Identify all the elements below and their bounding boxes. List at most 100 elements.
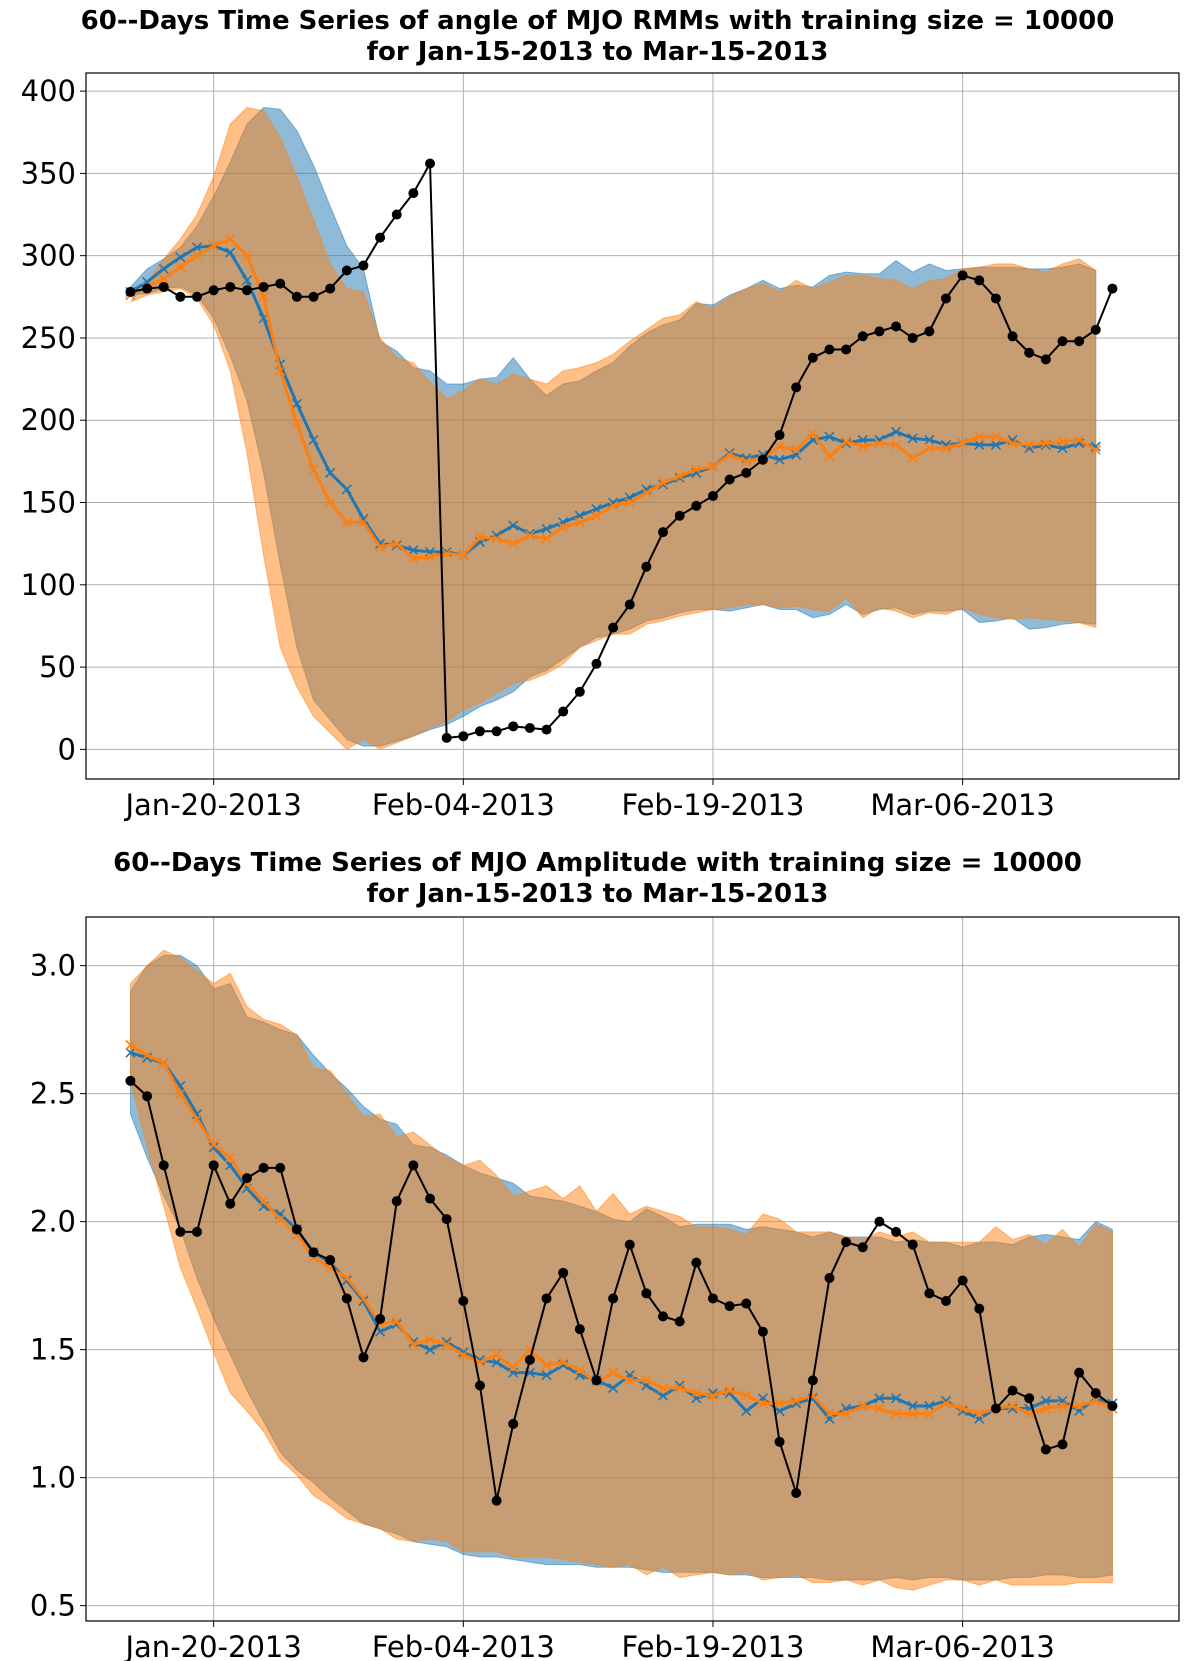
angle-chart-y-tick-label: 300 (21, 239, 76, 273)
angle-chart-point-series-2 (824, 451, 835, 462)
angle-chart-point-series-2 (225, 234, 236, 245)
amplitude-chart-point-series-2 (608, 1367, 619, 1378)
amplitude-chart-point-series-1 (657, 1390, 669, 1401)
angle-chart-point-series-3 (724, 474, 735, 485)
amplitude-chart-point-series-2 (541, 1359, 552, 1371)
angle-chart-point-series-3 (1040, 354, 1051, 365)
amplitude-chart-point-series-3 (658, 1311, 669, 1322)
angle-chart-point-series-1 (508, 520, 519, 531)
bottom-chart-title-line2: for Jan-15-2013 to Mar-15-2013 (366, 879, 829, 909)
angle-chart-point-series-3 (957, 270, 968, 281)
angle-chart-point-series-3 (192, 291, 203, 302)
angle-chart-point-series-2 (441, 548, 452, 559)
amplitude-chart-point-series-3 (175, 1226, 186, 1237)
angle-chart-x-tick-label: Jan-20-2013 (123, 788, 301, 822)
angle-chart-point-series-2 (990, 431, 1001, 442)
amplitude-chart-point-series-2 (641, 1375, 652, 1386)
amplitude-chart-point-series-3 (974, 1303, 985, 1314)
angle-chart-point-series-2 (1074, 434, 1085, 446)
angle-chart-point-series-2 (591, 510, 602, 521)
angle-chart-point-series-2 (1007, 438, 1018, 449)
angle-chart-point-series-3 (425, 158, 436, 169)
amplitude-chart-point-series-3 (757, 1326, 768, 1337)
amplitude-chart-point-series-2 (408, 1339, 419, 1350)
amplitude-chart-point-series-3 (707, 1293, 718, 1304)
angle-chart-point-series-2 (890, 439, 902, 450)
amplitude-chart-point-series-3 (724, 1301, 735, 1312)
angle-chart-point-series-2 (707, 461, 719, 472)
angle-chart-point-series-3 (258, 281, 269, 292)
angle-chart-point-series-3 (175, 291, 186, 302)
amplitude-chart-frame (85, 916, 1180, 1622)
angle-chart-point-series-3 (375, 232, 386, 243)
angle-chart-point-series-1 (175, 252, 186, 263)
angle-chart-point-series-2 (691, 464, 702, 475)
amplitude-chart-point-series-2 (841, 1408, 852, 1419)
amplitude-chart-point-series-3 (608, 1293, 619, 1304)
amplitude-chart-point-series-3 (1107, 1400, 1118, 1411)
angle-chart-point-series-2 (341, 517, 352, 528)
angle-chart-point-series-2 (308, 464, 319, 475)
angle-chart-point-series-2 (857, 441, 868, 452)
amplitude-chart-point-series-3 (641, 1288, 652, 1299)
angle-chart-point-series-2 (208, 240, 219, 251)
amplitude-chart-point-series-3 (458, 1296, 469, 1306)
amplitude-chart-point-series-3 (358, 1352, 369, 1363)
amplitude-chart-point-series-2 (691, 1388, 702, 1399)
angle-chart-point-series-2 (1024, 439, 1035, 450)
amplitude-chart-point-series-2 (458, 1349, 469, 1360)
angle-chart-point-series-3 (574, 686, 585, 697)
angle-chart-point-series-3 (857, 331, 868, 342)
amplitude-chart-point-series-2 (957, 1403, 968, 1414)
amplitude-chart-point-series-2 (424, 1334, 436, 1345)
angle-chart-point-series-3 (907, 332, 918, 343)
angle-chart-y-tick-label: 400 (21, 74, 76, 108)
amplitude-chart-point-series-3 (192, 1226, 203, 1237)
amplitude-chart-point-series-3 (1040, 1444, 1051, 1455)
angle-chart-point-series-2 (158, 273, 169, 284)
top-chart-title-line2: for Jan-15-2013 to Mar-15-2013 (366, 37, 829, 67)
angle-chart-point-series-2 (474, 532, 486, 543)
amplitude-chart-point-series-1 (874, 1393, 885, 1404)
amplitude-chart-point-series-2 (657, 1382, 669, 1394)
amplitude-chart-point-series-2 (158, 1057, 169, 1068)
angle-chart-point-series-3 (158, 281, 169, 292)
amplitude-chart-point-series-2 (674, 1382, 685, 1394)
angle-chart-point-series-2 (191, 250, 203, 261)
angle-chart-point-series-3 (358, 260, 369, 271)
angle-chart-point-series-1 (990, 439, 1001, 450)
amplitude-chart-point-series-3 (791, 1488, 802, 1498)
angle-chart-point-series-1 (974, 439, 985, 450)
amplitude-chart-point-series-2 (142, 1050, 153, 1061)
amplitude-chart-x-tick-label: Feb-19-2013 (621, 1630, 804, 1661)
amplitude-chart-point-series-1 (125, 1047, 136, 1058)
angle-chart-frame (85, 72, 1180, 780)
amplitude-chart-point-series-2 (1090, 1395, 1101, 1406)
angle-chart-point-series-1 (158, 263, 169, 274)
angle-chart-y-tick-label: 150 (21, 486, 76, 520)
amplitude-chart-point-series-2 (824, 1408, 835, 1419)
amplitude-chart-point-series-2 (1040, 1403, 1051, 1414)
amplitude-chart-point-series-2 (441, 1339, 452, 1350)
amplitude-chart-point-series-3 (425, 1193, 436, 1204)
angle-chart-point-series-3 (990, 293, 1001, 304)
angle-chart-point-series-3 (608, 622, 619, 633)
angle-chart-point-series-3 (391, 209, 402, 220)
amplitude-chart-point-series-3 (624, 1239, 635, 1250)
angle-chart-y-tick-label: 200 (21, 403, 76, 437)
amplitude-chart-point-series-3 (474, 1380, 485, 1391)
angle-chart-y-tick-label: 0 (58, 732, 76, 766)
angle-chart-point-series-3 (974, 275, 985, 286)
angle-chart-point-series-2 (907, 453, 918, 464)
angle-chart-point-series-3 (1107, 283, 1118, 294)
angle-chart-point-series-2 (608, 500, 619, 511)
amplitude-chart-point-series-2 (491, 1349, 502, 1360)
amplitude-chart-y-tick-label: 1.0 (30, 1461, 76, 1495)
angle-chart-y-tick-label: 250 (21, 321, 76, 355)
angle-chart-point-series-2 (940, 443, 952, 454)
amplitude-chart-point-series-1 (208, 1142, 219, 1153)
angle-chart-point-series-3 (807, 352, 818, 363)
bottom-chart-title-line1: 60--Days Time Series of MJO Amplitude wi… (113, 848, 1082, 878)
amplitude-chart-point-series-2 (358, 1293, 369, 1304)
top-chart-title: 60--Days Time Series of angle of MJO RMM… (0, 6, 1195, 68)
